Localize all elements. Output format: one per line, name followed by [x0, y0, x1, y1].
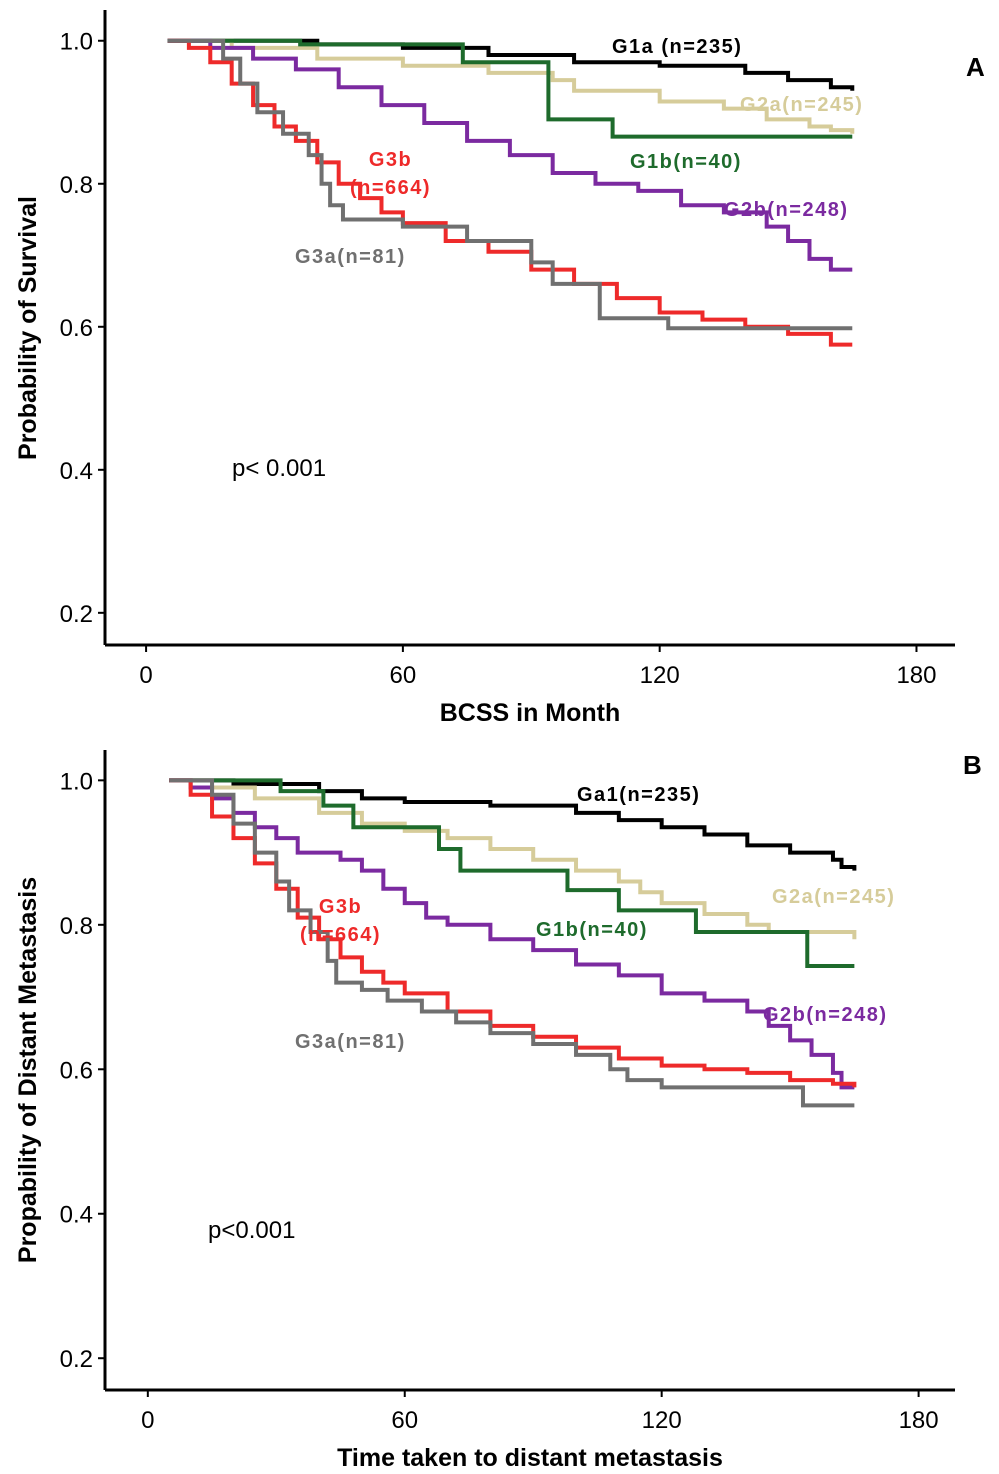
x-tick-label: 180 — [896, 662, 936, 689]
x-axis-title: Time taken to distant metastasis — [337, 1444, 723, 1472]
y-tick-label: 0.4 — [60, 1202, 93, 1229]
survival-curve — [167, 38, 853, 139]
y-tick-label: 0.6 — [60, 315, 93, 342]
series-label: G2b(n=248) — [724, 199, 849, 221]
y-tick-label: 0.8 — [60, 172, 93, 199]
y-tick-label: 1.0 — [60, 768, 93, 795]
x-axis-title: BCSS in Month — [440, 699, 621, 727]
series-label: G1b(n=40) — [536, 919, 648, 941]
series-label: G1b(n=40) — [630, 151, 742, 173]
p-value: p< 0.001 — [232, 455, 327, 482]
x-tick-label: 0 — [139, 662, 152, 689]
survival-curve — [169, 778, 857, 940]
panel-label: A — [966, 52, 985, 82]
survival-curve — [169, 778, 855, 1090]
survival-curve — [167, 38, 853, 347]
x-tick-label: 120 — [642, 1407, 682, 1434]
p-value: p<0.001 — [208, 1217, 296, 1244]
y-tick-label: 0.6 — [60, 1057, 93, 1084]
survival-curve — [167, 38, 855, 134]
survival-curve — [169, 778, 855, 968]
series-label: G1a (n=235) — [612, 36, 743, 58]
series-label: G3b (n=664) — [350, 149, 432, 199]
series-label: G2b(n=248) — [763, 1004, 888, 1026]
x-tick-label: 0 — [141, 1407, 154, 1434]
x-tick-label: 60 — [390, 662, 417, 689]
y-axis-title: Probability of Survival — [14, 196, 42, 460]
series-label: G3b (n=664) — [300, 896, 382, 946]
survival-curve — [169, 778, 857, 871]
series-label: G3a(n=81) — [295, 246, 406, 268]
y-tick-label: 0.2 — [60, 601, 93, 628]
x-tick-label: 120 — [640, 662, 680, 689]
survival-curve — [169, 778, 855, 1108]
survival-curve — [167, 38, 853, 331]
y-axis-title: Propability of Distant Metastasis — [14, 877, 42, 1263]
series-label: G2a(n=245) — [772, 886, 896, 908]
x-tick-label: 60 — [391, 1407, 418, 1434]
y-tick-label: 0.4 — [60, 458, 93, 485]
series-label: G3a(n=81) — [295, 1031, 406, 1053]
series-label: Ga1(n=235) — [577, 784, 701, 806]
panel-label: B — [963, 750, 982, 780]
y-tick-label: 1.0 — [60, 29, 93, 56]
x-tick-label: 180 — [899, 1407, 939, 1434]
y-tick-label: 0.2 — [60, 1346, 93, 1373]
series-label: G2a(n=245) — [740, 94, 864, 116]
y-tick-label: 0.8 — [60, 913, 93, 940]
survival-curve — [167, 38, 853, 272]
